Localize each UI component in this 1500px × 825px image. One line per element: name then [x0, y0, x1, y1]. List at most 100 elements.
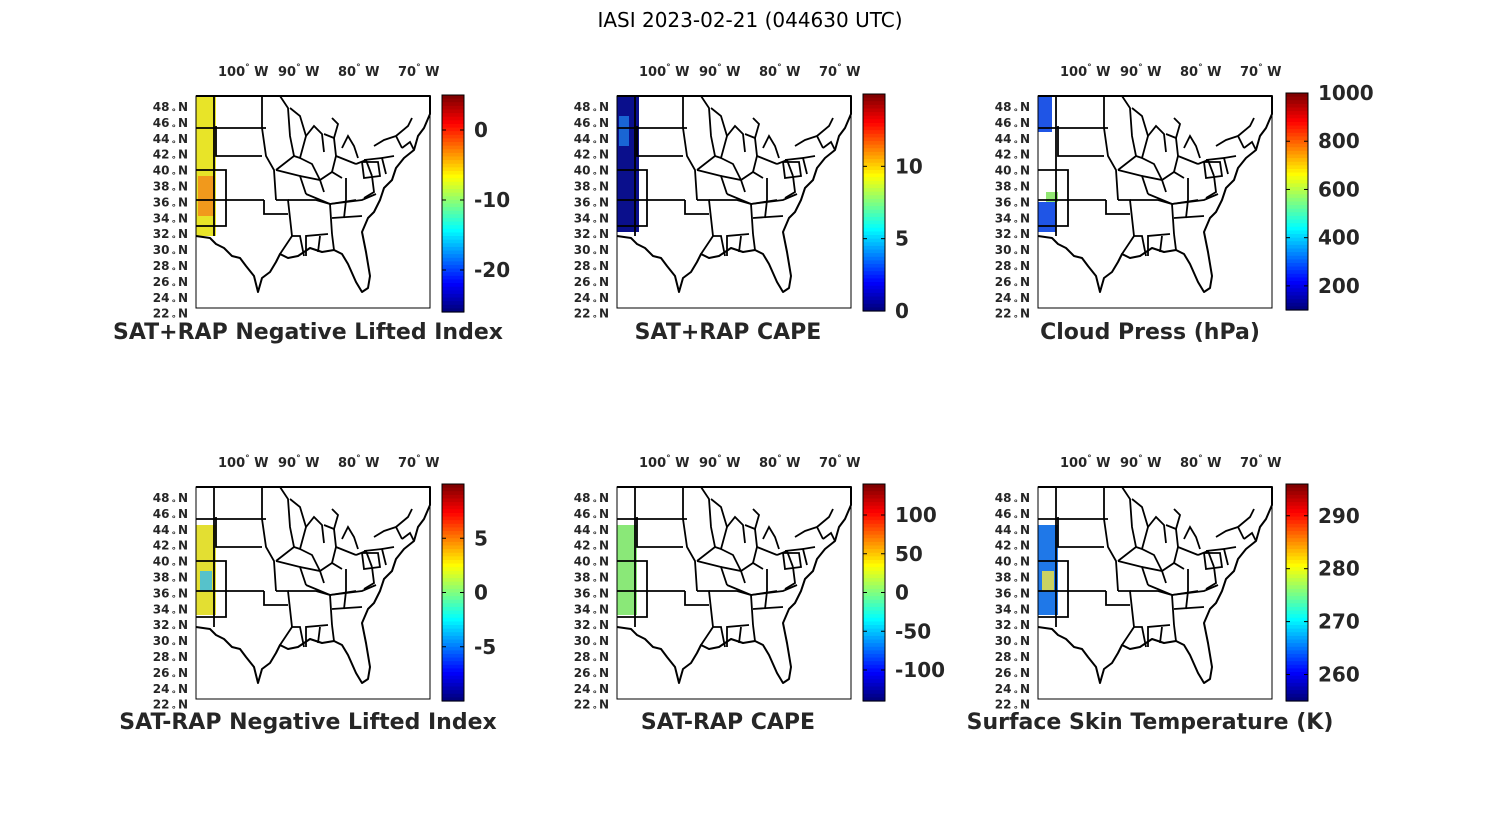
lat-tick-label: 36 ° N: [574, 586, 609, 604]
colorbar-tick-label: 290: [1318, 504, 1360, 528]
state-boundary: [738, 235, 742, 253]
colorbar-tick-label: 50: [895, 542, 923, 566]
lat-tick-label: 28 ° N: [574, 259, 609, 277]
state-boundary: [1038, 169, 1106, 201]
state-boundary: [764, 590, 768, 610]
lat-tick-label: 36 ° N: [153, 195, 188, 213]
state-boundary: [822, 140, 836, 151]
lat-tick-label: 32 ° N: [574, 227, 609, 245]
state-boundary: [323, 508, 340, 531]
state-boundary: [1147, 624, 1171, 647]
data-swath: [1038, 525, 1058, 615]
lat-tick-label: 42 ° N: [153, 148, 188, 166]
lat-tick-label: 24 ° N: [574, 291, 609, 309]
lat-tick-label: 28 ° N: [574, 650, 609, 668]
state-boundary: [299, 170, 343, 181]
state-boundary: [401, 531, 415, 542]
state-boundary: [750, 193, 798, 205]
state-boundary: [401, 140, 415, 151]
colorbar-tick-label: 0: [474, 118, 488, 142]
lon-tick-label: 90° W: [699, 63, 740, 80]
colorbar-tick-label: 0: [895, 581, 909, 605]
state-boundary: [331, 215, 363, 219]
coastline: [616, 486, 852, 684]
lat-tick-label: 32 ° N: [995, 618, 1030, 636]
panel-title: Surface Skin Temperature (K): [966, 710, 1334, 735]
lat-tick-label: 42 ° N: [995, 148, 1030, 166]
state-boundary: [802, 155, 816, 159]
state-boundary: [317, 235, 321, 253]
state-boundary: [196, 591, 227, 618]
state-boundary: [756, 155, 778, 165]
state-boundary: [319, 179, 325, 193]
state-boundary: [196, 169, 264, 201]
state-boundary: [1038, 200, 1069, 227]
colorbar-tick-label: 600: [1318, 177, 1360, 201]
lat-tick-label: 30 ° N: [574, 634, 609, 652]
state-boundary: [1117, 486, 1137, 562]
state-boundary: [756, 546, 778, 556]
state-boundary: [720, 157, 742, 181]
lon-tick-label: 70° W: [819, 63, 860, 80]
state-boundary: [381, 155, 395, 159]
lat-tick-label: 48 ° N: [995, 491, 1030, 509]
lat-tick-label: 38 ° N: [995, 180, 1030, 198]
state-boundary: [1147, 233, 1171, 256]
lat-tick-label: 34 ° N: [574, 602, 609, 620]
lat-tick-label: 26 ° N: [995, 666, 1030, 684]
data-swath: [1046, 192, 1058, 202]
data-swath: [619, 116, 629, 146]
state-boundary: [1171, 584, 1219, 596]
lat-tick-label: 48 ° N: [153, 100, 188, 118]
colorbar-tick-label: 260: [1318, 663, 1360, 687]
state-boundary: [1147, 515, 1167, 544]
colorbar: 100 50 0 -50 -100: [862, 483, 945, 702]
state-boundary: [329, 193, 377, 205]
colorbar-tick-label: 5: [474, 526, 488, 550]
state-boundary: [752, 233, 756, 251]
state-boundary: [713, 235, 726, 257]
state-boundary: [1130, 590, 1175, 626]
panel-title: SAT+RAP Negative Lifted Index: [113, 320, 503, 345]
colorbar-tick-label: -20: [474, 258, 510, 282]
state-boundary: [276, 199, 293, 255]
state-boundary: [1161, 570, 1167, 584]
lon-tick-label: 70° W: [398, 63, 439, 80]
state-boundary: [752, 215, 784, 219]
lat-tick-label: 22 ° N: [574, 698, 609, 716]
state-boundary: [361, 161, 382, 180]
state-boundary: [617, 200, 648, 227]
state-boundary: [331, 606, 363, 610]
state-boundary: [1173, 528, 1179, 564]
lat-tick-label: 38 ° N: [574, 571, 609, 589]
state-boundary: [299, 548, 321, 572]
state-boundary: [1203, 161, 1224, 180]
lat-tick-label: 38 ° N: [995, 571, 1030, 589]
colorbar-tick-label: 200: [1318, 274, 1360, 298]
state-boundary: [762, 134, 780, 159]
state-boundary: [343, 199, 347, 219]
state-boundary: [738, 626, 742, 644]
state-boundary: [361, 552, 382, 571]
state-boundary: [275, 486, 295, 562]
state-boundary: [1057, 126, 1104, 157]
state-boundary: [363, 175, 375, 199]
lat-tick-label: 36 ° N: [995, 586, 1030, 604]
lat-tick-label: 44 ° N: [153, 523, 188, 541]
map-frame: [616, 95, 852, 309]
state-boundary: [1173, 233, 1177, 251]
state-boundary: [782, 161, 803, 180]
state-boundary: [1141, 157, 1163, 181]
lat-tick-label: 30 ° N: [153, 243, 188, 261]
state-boundary: [1173, 606, 1205, 610]
state-boundary: [1183, 134, 1201, 159]
data-swath: [1038, 96, 1052, 132]
state-boundary: [395, 117, 413, 137]
state-boundary: [319, 570, 325, 584]
lat-tick-label: 30 ° N: [574, 243, 609, 261]
colorbar: 0 -10 -20: [441, 94, 510, 313]
lat-tick-label: 26 ° N: [153, 666, 188, 684]
lon-tick-label: 90° W: [1120, 454, 1161, 471]
